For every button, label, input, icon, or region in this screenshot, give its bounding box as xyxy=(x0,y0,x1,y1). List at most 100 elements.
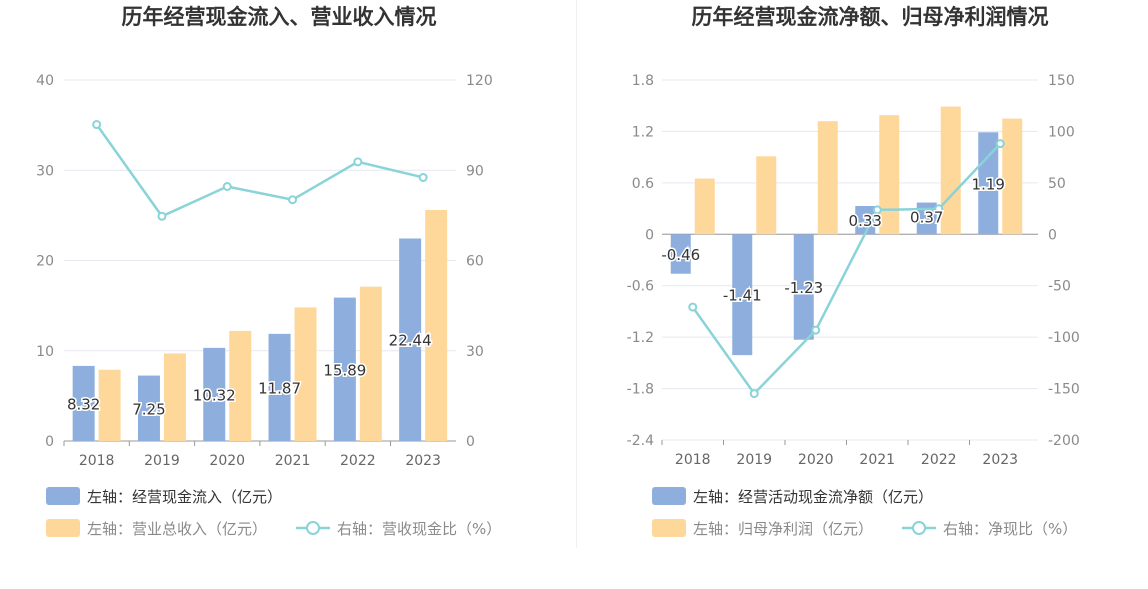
x-axis-tick-label: 2020 xyxy=(798,452,834,468)
right-axis-tick-label: 90 xyxy=(466,163,484,179)
legend-label: 左轴：经营现金流入（亿元） xyxy=(87,488,282,506)
x-axis-tick-label: 2021 xyxy=(275,453,311,469)
bar-series-2 xyxy=(425,209,448,441)
left-axis-tick-label: -2.4 xyxy=(627,433,654,449)
line-point xyxy=(749,389,759,399)
right-axis-tick-label: 100 xyxy=(1048,124,1075,140)
bar-series-1 xyxy=(333,297,356,441)
panel-cash-inflow-revenue: 历年经营现金流入、营业收入情况 0 10 20 30 40 0 30 60 90 120 2018 2… xyxy=(36,5,501,538)
bar-data-label: 22.44 xyxy=(389,332,432,350)
line-point xyxy=(353,157,363,167)
right-axis-tick-label: 0 xyxy=(466,434,475,450)
line-point xyxy=(934,204,944,214)
bar-series-1 xyxy=(203,347,226,441)
line-point xyxy=(995,139,1005,149)
bar-series-1 xyxy=(399,238,422,441)
left-axis-tick-label: -1.2 xyxy=(627,330,654,346)
legend-swatch-marker xyxy=(912,521,926,535)
bar-series-2 xyxy=(163,353,186,441)
bar-series-1 xyxy=(732,234,753,356)
bar-series-2 xyxy=(694,178,715,235)
line-point xyxy=(222,181,232,191)
x-axis-tick-label: 2022 xyxy=(340,453,376,469)
panel-net-cash-profit: 历年经营现金流净额、归母净利润情况 -2.4 -1.8 -1.2 -0.6 0 0.6 1.… xyxy=(627,5,1080,538)
legend-swatch xyxy=(46,487,80,505)
legend-label: 左轴：归母净利润（亿元） xyxy=(693,520,873,538)
x-axis-tick-label: 2019 xyxy=(144,453,180,469)
left-axis-tick-label: 40 xyxy=(36,73,54,89)
legend-label: 左轴：经营活动现金流净额（亿元） xyxy=(693,488,933,506)
bar-series-2 xyxy=(294,307,317,441)
line-point xyxy=(157,211,167,221)
bar-series-1 xyxy=(137,375,160,441)
x-axis-tick-label: 2018 xyxy=(79,453,115,469)
bar-data-label: 15.89 xyxy=(323,361,366,379)
right-axis-tick-label: 50 xyxy=(1048,176,1066,192)
right-axis-tick-label: 120 xyxy=(466,73,493,89)
line-point xyxy=(872,205,882,215)
panel-divider xyxy=(576,0,577,548)
legend-swatch xyxy=(652,487,686,505)
bar-data-label: 8.32 xyxy=(67,395,100,413)
right-axis-tick-label: 0 xyxy=(1048,227,1057,243)
bar-data-label: -0.46 xyxy=(661,246,700,264)
bar-data-label: -1.23 xyxy=(784,279,823,297)
right-axis-tick-label: 60 xyxy=(466,254,484,270)
line-point xyxy=(418,172,428,182)
bar-data-label: 0.33 xyxy=(849,212,882,230)
bar-series-2 xyxy=(98,369,121,441)
right-axis-tick-label: -100 xyxy=(1048,330,1080,346)
bar-series-2 xyxy=(817,121,838,235)
right-axis-tick-label: -50 xyxy=(1048,279,1071,295)
bar-series-1 xyxy=(793,234,814,340)
bar-data-label: 11.87 xyxy=(258,379,301,397)
bar-series-1 xyxy=(978,132,999,235)
legend-label: 左轴：营业总收入（亿元） xyxy=(87,520,267,538)
left-axis-tick-label: 10 xyxy=(36,344,54,360)
bar-series-1 xyxy=(72,365,95,441)
bar-data-label: 1.19 xyxy=(972,175,1005,193)
line-series xyxy=(691,142,1002,396)
left-axis-tick-label: 0 xyxy=(45,434,54,450)
bar-data-label: 0.37 xyxy=(910,209,943,227)
x-axis-tick-label: 2021 xyxy=(859,452,895,468)
legend-label: 右轴：营收现金比（%） xyxy=(337,520,501,538)
chart-title: 历年经营现金流净额、归母净利润情况 xyxy=(692,5,1049,29)
left-axis-tick-label: 20 xyxy=(36,254,54,270)
bar-series-1 xyxy=(670,234,691,274)
bar-series-2 xyxy=(756,156,777,235)
bar-series-2 xyxy=(359,286,382,441)
legend-swatch-marker xyxy=(306,521,320,535)
bar-series-2 xyxy=(879,115,900,235)
left-axis-tick-label: -1.8 xyxy=(627,382,654,398)
line-point xyxy=(288,195,298,205)
line-series xyxy=(95,123,424,218)
bar-series-2 xyxy=(940,106,961,235)
line-point xyxy=(811,325,821,335)
bar-series-2 xyxy=(1002,118,1023,235)
left-axis-tick-label: 1.2 xyxy=(632,124,654,140)
left-axis-tick-label: 0.6 xyxy=(632,176,654,192)
right-axis-tick-label: 30 xyxy=(466,344,484,360)
legend-swatch xyxy=(46,519,80,537)
line-point xyxy=(92,120,102,130)
left-axis-tick-label: -0.6 xyxy=(627,279,654,295)
bar-series-2 xyxy=(229,330,252,441)
right-axis-tick-label: -150 xyxy=(1048,382,1080,398)
left-axis-tick-label: 0 xyxy=(645,227,654,243)
bar-data-label: 10.32 xyxy=(193,386,236,404)
line-point xyxy=(688,302,698,312)
x-axis-tick-label: 2023 xyxy=(405,453,441,469)
x-axis-tick-label: 2020 xyxy=(209,453,245,469)
x-axis-tick-label: 2023 xyxy=(982,452,1018,468)
x-axis-tick-label: 2019 xyxy=(736,452,772,468)
x-axis-tick-label: 2018 xyxy=(675,452,711,468)
right-axis-tick-label: -200 xyxy=(1048,433,1080,449)
bar-series-1 xyxy=(268,333,291,441)
left-axis-tick-label: 1.8 xyxy=(632,73,654,89)
bar-series-1 xyxy=(916,202,937,235)
chart-title: 历年经营现金流入、营业收入情况 xyxy=(122,5,437,29)
left-axis-tick-label: 30 xyxy=(36,163,54,179)
legend-label: 右轴：净现比（%） xyxy=(943,520,1077,538)
